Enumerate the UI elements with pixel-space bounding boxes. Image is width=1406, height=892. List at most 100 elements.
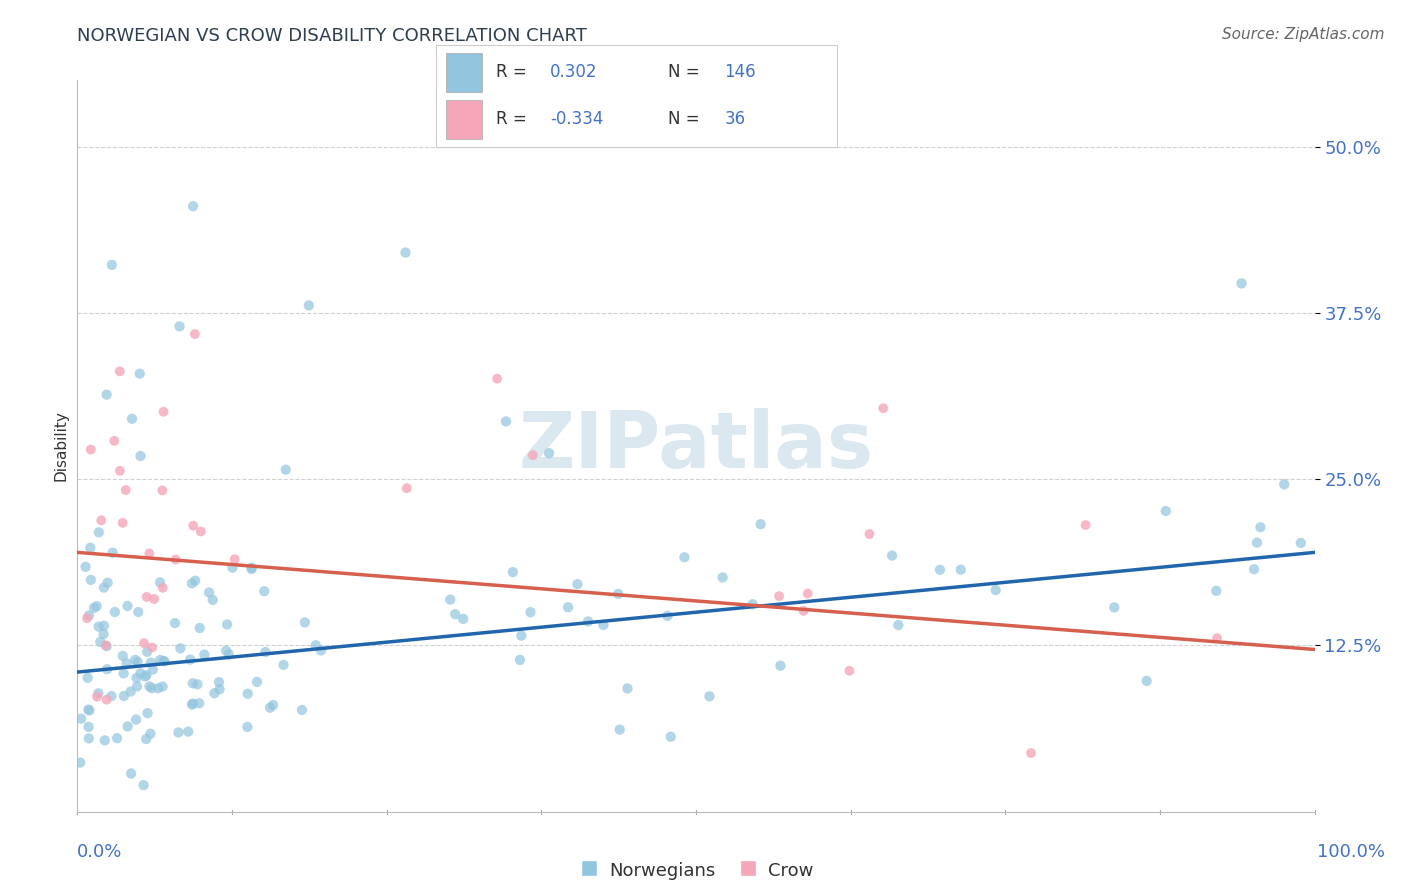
Point <box>1206 631 1229 645</box>
Point <box>136 645 159 659</box>
Point <box>141 640 163 655</box>
Point <box>96 387 118 401</box>
Text: 100.0%: 100.0% <box>1317 843 1385 861</box>
Point <box>86 690 108 704</box>
Point <box>949 563 972 577</box>
Text: 36: 36 <box>724 111 745 128</box>
Point <box>153 654 176 668</box>
Point <box>134 669 156 683</box>
Point <box>394 245 416 260</box>
Point <box>291 703 314 717</box>
Point <box>838 664 860 678</box>
Point <box>149 653 172 667</box>
Point <box>1243 562 1265 576</box>
Point <box>254 645 277 659</box>
Point <box>120 684 142 698</box>
Point <box>1230 277 1253 291</box>
Point <box>129 449 152 463</box>
Point <box>294 615 316 630</box>
Point <box>143 591 166 606</box>
Point <box>616 681 638 696</box>
Point <box>89 635 111 649</box>
Point <box>872 401 894 416</box>
Point <box>204 686 226 700</box>
Point <box>96 662 118 676</box>
Point <box>138 546 160 560</box>
Point <box>128 367 150 381</box>
Point <box>259 700 281 714</box>
Point <box>76 611 98 625</box>
Point <box>576 615 599 629</box>
Point <box>111 648 134 663</box>
Point <box>1154 504 1177 518</box>
Point <box>215 643 238 657</box>
Text: R =: R = <box>496 63 527 81</box>
Point <box>104 605 127 619</box>
Point <box>1136 673 1159 688</box>
Point <box>97 575 120 590</box>
Point <box>141 681 163 695</box>
Point <box>309 643 332 657</box>
Point <box>152 581 174 595</box>
Point <box>181 199 204 213</box>
Point <box>240 560 263 574</box>
Point <box>125 671 148 685</box>
Text: N =: N = <box>668 63 700 81</box>
Point <box>152 680 174 694</box>
Point <box>793 604 815 618</box>
Point <box>87 525 110 540</box>
Point <box>768 589 790 603</box>
Point <box>152 654 174 668</box>
Point <box>609 723 631 737</box>
Point <box>132 636 155 650</box>
Point <box>180 576 202 591</box>
Point <box>741 597 763 611</box>
Point <box>882 549 904 563</box>
Point <box>538 446 561 460</box>
Point <box>657 608 679 623</box>
Point <box>188 696 211 710</box>
Point <box>77 703 100 717</box>
Point <box>887 618 910 632</box>
Text: 0.302: 0.302 <box>550 63 598 81</box>
Point <box>236 720 259 734</box>
Point <box>486 371 509 385</box>
Point <box>179 652 201 666</box>
Point <box>181 698 204 712</box>
Text: ZIPatlas: ZIPatlas <box>519 408 873 484</box>
Point <box>1019 746 1042 760</box>
Point <box>115 657 138 671</box>
Point <box>188 621 211 635</box>
Point <box>132 778 155 792</box>
Point <box>169 319 191 334</box>
Text: Source: ZipAtlas.com: Source: ZipAtlas.com <box>1222 27 1385 42</box>
Point <box>152 405 174 419</box>
Point <box>198 585 221 599</box>
Point <box>858 527 880 541</box>
Point <box>273 657 295 672</box>
Point <box>70 712 93 726</box>
Point <box>181 518 204 533</box>
Point <box>274 462 297 476</box>
Point <box>86 599 108 614</box>
Point <box>105 731 128 746</box>
Point <box>1246 535 1268 549</box>
Point <box>1289 536 1312 550</box>
Point <box>146 681 169 696</box>
Point <box>129 666 152 681</box>
Point <box>94 733 117 747</box>
Point <box>139 656 162 670</box>
Point <box>699 690 721 704</box>
Point <box>451 612 474 626</box>
Point <box>1272 477 1295 491</box>
Point <box>567 577 589 591</box>
Text: 0.0%: 0.0% <box>77 843 122 861</box>
Legend: Norwegians, Crow: Norwegians, Crow <box>571 853 821 887</box>
Point <box>510 629 533 643</box>
Point <box>87 619 110 633</box>
Point <box>177 724 200 739</box>
Point <box>142 663 165 677</box>
Point <box>108 464 131 478</box>
Point <box>77 720 100 734</box>
Point <box>253 584 276 599</box>
